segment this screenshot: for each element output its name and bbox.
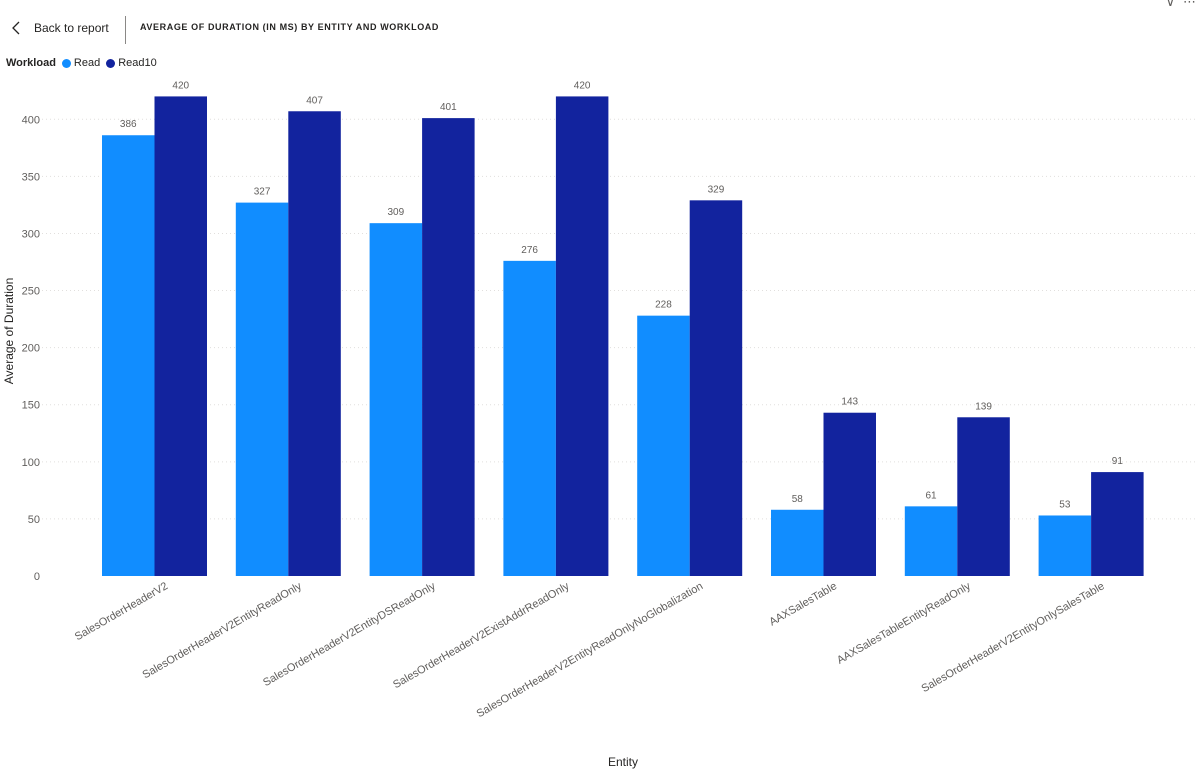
bar-read10-3[interactable] [555, 96, 609, 576]
y-tick-label: 150 [22, 400, 40, 412]
filter-icon[interactable]: ⊽ [1165, 0, 1175, 9]
y-tick-label: 350 [22, 171, 40, 183]
bar-read10-5[interactable] [823, 412, 877, 576]
legend-item-read10[interactable]: Read10 [106, 57, 157, 69]
top-bar: Back to report AVERAGE OF DURATION (IN M… [0, 0, 1200, 48]
y-tick-label: 0 [34, 571, 40, 583]
legend-label-read: Read [73, 57, 101, 69]
bar-read10-6[interactable] [957, 417, 1010, 576]
bar-read10-0[interactable] [154, 96, 208, 576]
data-label-read-0: 386 [120, 119, 137, 130]
bar-read-6[interactable] [904, 506, 958, 576]
more-options-icon[interactable]: ⋯ [1183, 0, 1196, 9]
x-tick-label: AAXSalesTable [767, 580, 839, 628]
bar-read-3[interactable] [503, 260, 556, 576]
legend: Workload Read Read10 [6, 57, 163, 69]
data-label-read10-6: 139 [975, 401, 992, 412]
legend-title: Workload [6, 57, 56, 69]
data-label-read-3: 276 [521, 245, 538, 256]
x-tick-label: AAXSalesTableEntityReadOnly [835, 580, 973, 667]
data-label-read10-4: 329 [708, 184, 725, 195]
visual-header-icons: ⊽ ⋯ [1165, 0, 1196, 10]
legend-dot-read [61, 58, 71, 68]
data-label-read-1: 327 [254, 187, 271, 198]
y-tick-label: 50 [28, 514, 40, 526]
header-divider [125, 16, 126, 44]
y-tick-label: 200 [22, 343, 40, 355]
y-axis-ticks: 0 50 100 150 200 250 300 350 400 [22, 114, 40, 583]
data-label-read10-3: 420 [574, 80, 591, 91]
legend-label-read10: Read10 [118, 57, 157, 69]
bar-read10-4[interactable] [689, 200, 743, 576]
data-label-read-2: 309 [388, 207, 405, 218]
y-tick-label: 400 [22, 114, 40, 126]
data-label-read10-0: 420 [172, 80, 189, 91]
chevron-left-icon [12, 21, 20, 35]
data-label-read10-7: 91 [1112, 456, 1124, 467]
x-tick-label: SalesOrderHeaderV2 [73, 580, 170, 643]
data-labels: 386 420 327 407 309 401 276 420 228 329 58 143 61 139… [120, 80, 1123, 510]
y-tick-label: 250 [22, 286, 40, 298]
x-tick-label: SalesOrderHeaderV2EntityReadOnly [141, 580, 305, 681]
data-label-read-4: 228 [655, 300, 672, 311]
legend-item-read[interactable]: Read [61, 57, 101, 69]
bar-read-2[interactable] [369, 223, 423, 577]
data-label-read10-5: 143 [841, 397, 858, 408]
gridlines [42, 118, 1195, 520]
bar-read-4[interactable] [637, 315, 690, 576]
x-axis-ticks: SalesOrderHeaderV2SalesOrderHeaderV2Enti… [73, 580, 1107, 720]
bar-read10-7[interactable] [1091, 472, 1144, 576]
data-label-read-5: 58 [792, 494, 804, 505]
y-axis-title: Average of Duration [2, 278, 16, 385]
back-to-report-button[interactable]: Back to report [8, 14, 109, 42]
bar-read-0[interactable] [102, 135, 155, 576]
bars [102, 96, 1144, 577]
data-label-read-6: 61 [925, 490, 937, 501]
back-to-report-label: Back to report [34, 21, 109, 35]
bar-read10-2[interactable] [422, 118, 475, 576]
data-label-read10-1: 407 [306, 95, 323, 106]
data-label-read10-2: 401 [440, 102, 457, 113]
data-label-read-7: 53 [1059, 499, 1071, 510]
y-tick-label: 100 [22, 457, 40, 469]
x-tick-label: SalesOrderHeaderV2EntityReadOnlyNoGlobal… [475, 580, 706, 720]
y-tick-label: 300 [22, 228, 40, 240]
visual-title: AVERAGE OF DURATION (IN MS) BY ENTITY AN… [140, 22, 439, 32]
legend-dot-read10 [106, 58, 116, 68]
bar-read-1[interactable] [235, 202, 289, 576]
bar-read10-1[interactable] [288, 111, 341, 576]
bar-read-5[interactable] [771, 509, 824, 576]
x-axis-title: Entity [608, 755, 638, 769]
bar-read-7[interactable] [1038, 515, 1092, 576]
